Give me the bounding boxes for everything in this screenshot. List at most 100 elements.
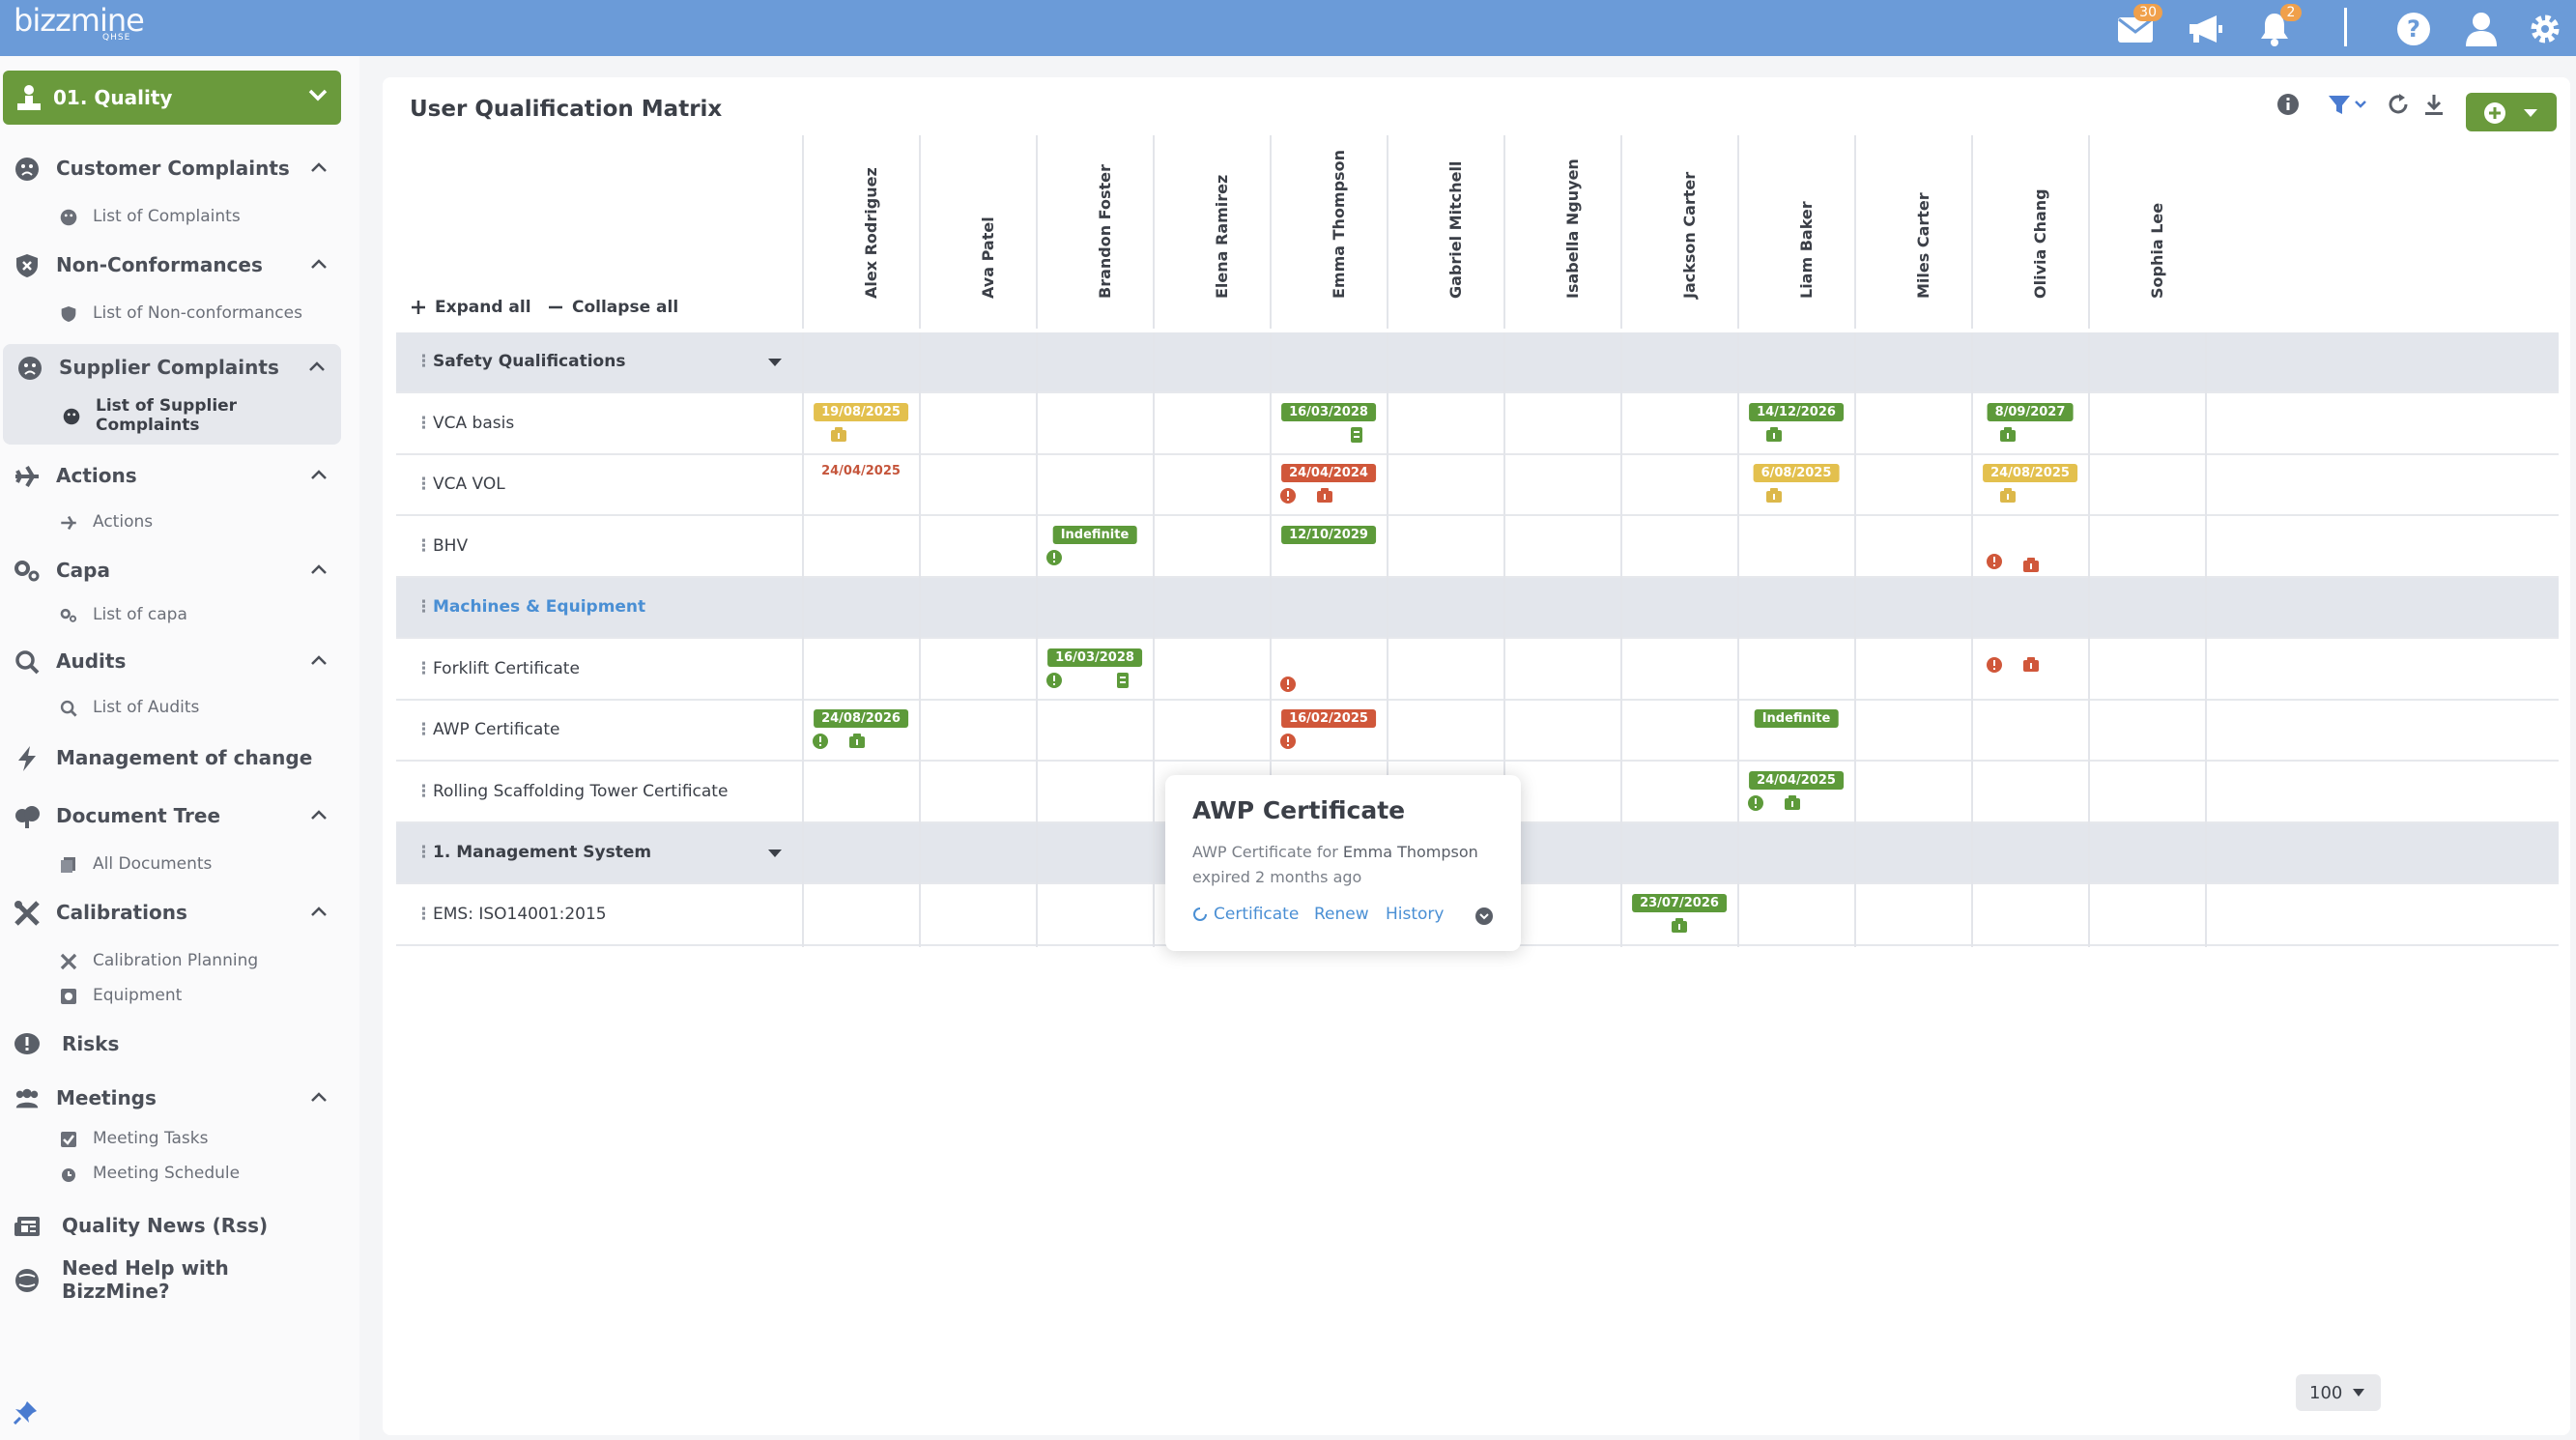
sidebar-item-document-tree[interactable]: Document Tree [0, 796, 343, 835]
column-header-user[interactable]: Isabella Nguyen [1503, 135, 1621, 329]
info-button[interactable] [2276, 93, 2300, 120]
sidebar-item-quality-news[interactable]: Quality News (Rss) [0, 1206, 343, 1245]
info-icon[interactable] [1045, 549, 1063, 566]
settings-button[interactable] [2524, 8, 2566, 50]
drag-handle-icon[interactable]: ⋮ [415, 352, 432, 371]
certificate-icon[interactable] [1999, 426, 2017, 444]
drag-handle-icon[interactable]: ⋮ [415, 413, 432, 433]
qualification-cell[interactable]: 19/08/2025 [803, 395, 919, 453]
expand-all-button[interactable]: Expand all [410, 298, 531, 317]
qualification-cell[interactable] [1972, 518, 2088, 576]
refresh-button[interactable] [2387, 93, 2410, 120]
sidebar-item-calibration-planning[interactable]: Calibration Planning [0, 945, 343, 976]
qualification-row[interactable]: ⋮ VCA VOL [396, 455, 2559, 516]
help-button[interactable]: ? [2392, 8, 2435, 50]
sidebar-item-list-of-capa[interactable]: List of capa [0, 599, 343, 630]
alert-icon[interactable] [1279, 487, 1297, 504]
certificate-icon[interactable] [1765, 426, 1783, 444]
document-icon[interactable] [1348, 426, 1365, 444]
chevron-up-icon[interactable] [310, 653, 328, 667]
drag-handle-icon[interactable]: ⋮ [415, 904, 432, 924]
qualification-cell[interactable]: 8/09/2027 [1972, 395, 2088, 453]
column-header-user[interactable]: Alex Rodriguez [802, 135, 920, 329]
chevron-up-icon[interactable] [310, 1090, 328, 1104]
qualification-cell[interactable]: Indefinite [1738, 702, 1854, 760]
qualification-cell[interactable]: 14/12/2026 [1738, 395, 1854, 453]
certificate-icon[interactable] [830, 426, 847, 444]
certificate-icon[interactable] [1765, 487, 1783, 504]
column-header-user[interactable]: Miles Carter [1854, 135, 1972, 329]
sidebar-item-non-conformances[interactable]: Non-Conformances [0, 245, 343, 284]
chevron-up-icon[interactable] [310, 905, 328, 918]
certificate-icon[interactable] [2022, 656, 2040, 674]
qualification-row[interactable]: ⋮ Forklift Certificate [396, 639, 2559, 701]
qualification-row[interactable]: ⋮ AWP Certificate [396, 701, 2559, 762]
mail-button[interactable]: 30 [2114, 4, 2162, 50]
popup-history-link[interactable]: History [1386, 905, 1445, 924]
certificate-icon[interactable] [1784, 794, 1801, 812]
qualification-cell[interactable]: 16/03/2028 [1271, 395, 1387, 453]
certificate-icon[interactable] [2022, 557, 2040, 574]
group-row[interactable]: ⋮ Machines & Equipment [396, 578, 2559, 639]
sidebar-item-list-of-audits[interactable]: List of Audits [0, 692, 343, 723]
sidebar-item-customer-complaints[interactable]: Customer Complaints [0, 149, 343, 187]
filter-button[interactable] [2327, 93, 2369, 120]
drag-handle-icon[interactable]: ⋮ [415, 781, 432, 801]
sidebar-item-supplier-complaints[interactable]: Supplier Complaints [3, 348, 341, 387]
drag-handle-icon[interactable]: ⋮ [415, 597, 432, 617]
sidebar-item-meeting-schedule[interactable]: Meeting Schedule [0, 1158, 343, 1189]
column-header-user[interactable]: Liam Baker [1737, 135, 1855, 329]
chevron-down-circle-icon[interactable] [1474, 907, 1494, 926]
drag-handle-icon[interactable]: ⋮ [415, 843, 432, 862]
chevron-up-icon[interactable] [310, 160, 328, 174]
sidebar-item-capa[interactable]: Capa [0, 551, 343, 590]
qualification-row[interactable]: ⋮ BHV [396, 516, 2559, 578]
certificate-icon[interactable] [1316, 487, 1333, 504]
chevron-up-icon[interactable] [308, 360, 326, 373]
qualification-cell[interactable]: 24/04/2024 [1271, 456, 1387, 514]
qualification-cell[interactable]: 24/04/2025 [1738, 763, 1854, 821]
sidebar-item-meetings[interactable]: Meetings [0, 1079, 343, 1117]
info-icon[interactable] [812, 733, 829, 750]
sidebar-item-equipment[interactable]: Equipment [0, 980, 343, 1011]
sidebar-item-audits[interactable]: Audits [0, 642, 343, 680]
qualification-cell[interactable]: 24/08/2026 [803, 702, 919, 760]
column-header-user[interactable]: Emma Thompson [1270, 135, 1388, 329]
column-header-user[interactable]: Elena Ramirez [1153, 135, 1271, 329]
column-header-user[interactable]: Brandon Foster [1036, 135, 1154, 329]
chevron-up-icon[interactable] [310, 808, 328, 821]
certificate-icon[interactable] [1999, 487, 2017, 504]
group-row[interactable]: ⋮ Safety Qualifications [396, 332, 2559, 393]
sidebar-item-help[interactable]: Need Help with BizzMine? [0, 1256, 343, 1303]
qualification-cell[interactable]: 24/04/2025 [803, 456, 919, 514]
qualification-cell[interactable]: 12/10/2029 [1271, 518, 1387, 576]
collapse-all-button[interactable]: Collapse all [547, 298, 678, 317]
qualification-cell[interactable] [1271, 641, 1387, 699]
document-icon[interactable] [1114, 672, 1131, 689]
popup-certificate-link[interactable]: Certificate [1192, 905, 1299, 924]
sidebar-item-calibrations[interactable]: Calibrations [0, 893, 343, 932]
qualification-cell[interactable]: 6/08/2025 [1738, 456, 1854, 514]
drag-handle-icon[interactable]: ⋮ [415, 720, 432, 739]
sidebar-item-risks[interactable]: Risks [0, 1024, 343, 1063]
qualification-cell[interactable] [1972, 641, 2088, 699]
alert-icon[interactable] [1986, 656, 2003, 674]
sidebar-item-meeting-tasks[interactable]: Meeting Tasks [0, 1123, 343, 1154]
page-size-select[interactable]: 100 [2296, 1374, 2381, 1411]
sidebar-item-list-of-supplier-complaints[interactable]: List of Supplier Complaints [3, 396, 341, 435]
module-selector[interactable]: 01. Quality [3, 71, 341, 125]
qualification-cell[interactable]: 23/07/2026 [1621, 886, 1737, 944]
drag-handle-icon[interactable]: ⋮ [415, 658, 432, 678]
chevron-up-icon[interactable] [310, 257, 328, 271]
qualification-cell[interactable]: Indefinite [1037, 518, 1153, 576]
sidebar-item-actions-list[interactable]: Actions [0, 506, 343, 537]
column-header-user[interactable]: Ava Patel [919, 135, 1037, 329]
chevron-up-icon[interactable] [310, 468, 328, 481]
notifications-button[interactable]: 2 [2253, 4, 2302, 50]
sidebar-item-list-of-non-conformances[interactable]: List of Non-conformances [0, 298, 343, 329]
chevron-up-icon[interactable] [310, 562, 328, 576]
info-icon[interactable] [1045, 672, 1063, 689]
qualification-cell[interactable]: 16/02/2025 [1271, 702, 1387, 760]
download-button[interactable] [2423, 93, 2445, 120]
sidebar-item-management-of-change[interactable]: Management of change [0, 738, 343, 777]
